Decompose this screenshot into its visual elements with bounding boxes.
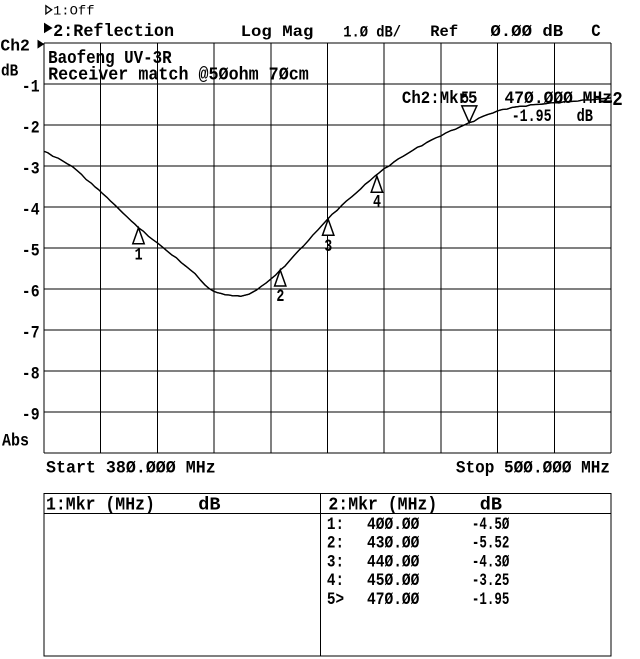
svg-text:1:: 1: [327,515,344,535]
svg-text:-3.25: -3.25 [472,571,510,591]
svg-text:-4: -4 [22,201,40,221]
svg-text:-5.52: -5.52 [472,534,510,554]
svg-text:4:: 4: [327,571,344,591]
svg-text:47Ø.ØØ: 47Ø.ØØ [367,590,420,610]
svg-text:dB: dB [577,107,594,127]
svg-text:-8: -8 [22,365,40,385]
svg-text:dB: dB [480,496,502,516]
svg-text:Abs: Abs [2,432,29,452]
svg-text:-1.95: -1.95 [472,590,510,610]
svg-text:1.Ø dB/: 1.Ø dB/ [343,23,401,41]
svg-text:Baofeng UV-3R: Baofeng UV-3R [48,49,172,69]
svg-text:2:Mkr (MHz): 2:Mkr (MHz) [328,496,437,516]
svg-text:dB: dB [198,496,220,516]
svg-text:-2: -2 [22,119,40,139]
svg-text:Ref: Ref [430,23,458,41]
svg-text:Ch2: Ch2 [0,37,30,56]
svg-text:Receiver match @5Øohm 7Øcm: Receiver match @5Øohm 7Øcm [48,66,309,86]
svg-text:4: 4 [373,192,381,212]
svg-text:5: 5 [461,89,469,109]
svg-text:2: 2 [276,287,284,307]
svg-text:-1.95: -1.95 [512,107,552,127]
svg-text:45Ø.ØØ: 45Ø.ØØ [367,571,420,591]
svg-text:1:Off: 1:Off [53,3,95,18]
svg-text:Ø.ØØ dB: Ø.ØØ dB [490,23,563,42]
svg-text:2: 2 [612,89,623,111]
svg-text:C: C [591,22,601,42]
svg-text:4ØØ.ØØ: 4ØØ.ØØ [367,515,420,535]
svg-text:3: 3 [324,237,332,257]
svg-text:dB: dB [1,63,18,82]
svg-text:Start 38Ø.ØØØ MHz: Start 38Ø.ØØØ MHz [46,459,216,479]
svg-text:Stop 5ØØ.ØØØ MHz: Stop 5ØØ.ØØØ MHz [456,458,610,478]
svg-text:47Ø.ØØØ MHz: 47Ø.ØØØ MHz [505,89,613,109]
svg-text:3:: 3: [327,552,344,572]
svg-text:-3: -3 [22,160,40,180]
svg-text:-4.3Ø: -4.3Ø [472,552,510,572]
svg-text:Ch2:Mkr5: Ch2:Mkr5 [402,89,478,109]
svg-text:2:Reflection: 2:Reflection [53,22,174,42]
svg-text:Log Mag: Log Mag [241,23,314,41]
svg-text:-5: -5 [22,242,40,262]
svg-text:-7: -7 [22,324,40,344]
svg-text:-6: -6 [22,283,40,303]
svg-text:-9: -9 [22,406,40,426]
svg-text:5>: 5> [327,590,344,610]
svg-text:2:: 2: [327,534,344,554]
svg-text:43Ø.ØØ: 43Ø.ØØ [367,534,420,554]
svg-text:-4.5Ø: -4.5Ø [472,515,510,535]
svg-text:1: 1 [135,245,143,265]
svg-text:44Ø.ØØ: 44Ø.ØØ [367,552,420,572]
svg-text:-1: -1 [22,78,40,98]
svg-text:1:Mkr (MHz): 1:Mkr (MHz) [46,496,155,516]
